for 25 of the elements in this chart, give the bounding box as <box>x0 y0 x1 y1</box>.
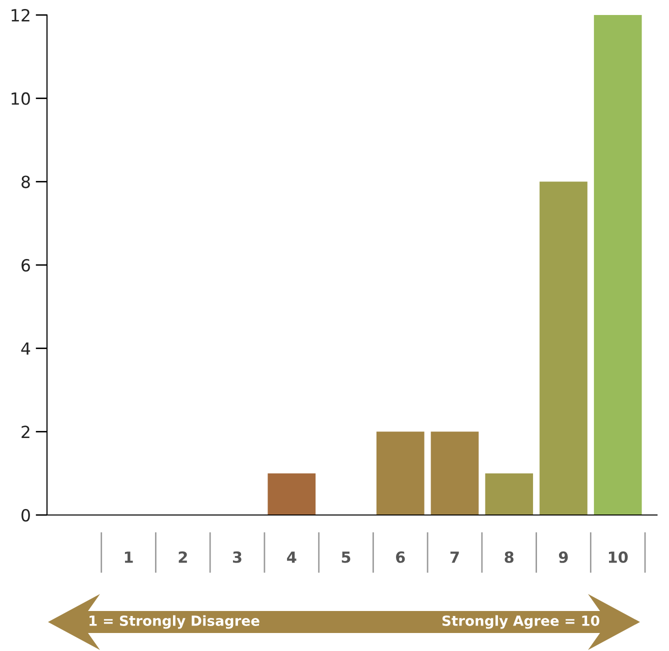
x-tick-label: 2 <box>178 551 187 563</box>
y-tick-label: 2 <box>22 426 30 438</box>
y-tick-label: 12 <box>12 8 30 22</box>
y-tick-label: 4 <box>21 342 30 355</box>
y-tick-label: 0 <box>22 508 30 522</box>
x-tick-label: 3 <box>232 551 242 563</box>
y-tick-label: 10 <box>12 92 30 105</box>
x-tick-label: 6 <box>396 551 405 563</box>
text: Strongly Agree = 10 <box>442 615 600 629</box>
x-tick-label: 7 <box>450 552 459 563</box>
x-tick-label: 10 <box>608 551 628 563</box>
x-tick-label: 8 <box>504 551 514 563</box>
x-tick-label: 5 <box>342 552 350 563</box>
bar <box>430 432 479 515</box>
x-tick-label: 4 <box>287 552 296 563</box>
y-tick-label: 8 <box>22 176 30 188</box>
x-tick-label: 9 <box>558 551 568 563</box>
bar <box>485 473 534 515</box>
bar <box>540 182 588 515</box>
bar <box>594 15 642 515</box>
text: 1 = Strongly Disagree <box>90 615 260 629</box>
y-tick-label: 6 <box>22 258 30 272</box>
x-tick-label: 1 <box>124 552 133 563</box>
bar <box>268 473 316 515</box>
bar <box>376 432 424 515</box>
